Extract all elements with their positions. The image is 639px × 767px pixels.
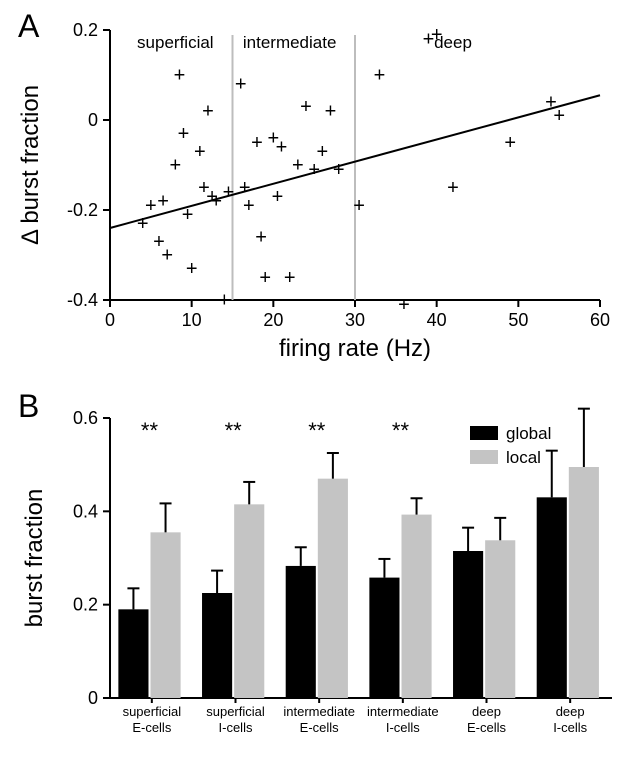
scatter-point: + [182,204,194,226]
bar-local [569,467,599,698]
scatter-point: + [194,141,206,163]
svg-text:0.4: 0.4 [73,501,98,521]
scatter-point: + [333,159,345,181]
scatter-point: + [447,177,459,199]
category-label: I-cells [386,720,420,735]
significance-marker: ** [392,418,410,443]
scatter-point: + [145,195,157,217]
bar-local [150,532,180,698]
category-label: superficial [123,704,182,719]
panel-b-bar: 00.20.40.6burst fraction**superficialE-c… [0,388,639,767]
scatter-point: + [235,73,247,95]
scatter-point: + [300,96,312,118]
scatter-point: + [353,195,365,217]
bar-global [118,609,148,698]
scatter-point: + [210,190,222,212]
bar-global [537,497,567,698]
region-label: intermediate [243,33,337,52]
svg-text:20: 20 [263,310,283,330]
category-label: I-cells [553,720,587,735]
bar-local [318,479,348,698]
figure-container: A 0102030405060-0.4-0.200.2superficialin… [0,0,639,767]
scatter-point: + [553,105,565,127]
scatter-point: + [431,24,443,46]
scatter-point: + [374,64,386,86]
category-label: deep [556,704,585,719]
svg-text:60: 60 [590,310,610,330]
svg-text:0: 0 [88,688,98,708]
scatter-point: + [325,100,337,122]
category-label: E-cells [132,720,172,735]
svg-text:0.2: 0.2 [73,595,98,615]
scatter-point: + [292,154,304,176]
scatter-point: + [251,132,263,154]
scatter-point: + [223,181,235,203]
bar-global [286,566,316,698]
legend-swatch [470,450,498,464]
scatter-point: + [504,132,516,154]
scatter-point: + [398,294,410,316]
bar-global [202,593,232,698]
x-axis-title: firing rate (Hz) [279,335,431,362]
svg-text:50: 50 [508,310,528,330]
bar-local [401,515,431,698]
significance-marker: ** [141,418,159,443]
category-label: deep [472,704,501,719]
scatter-point: + [259,267,271,289]
scatter-point: + [243,195,255,217]
bar-local [234,504,264,698]
legend-label: local [506,448,541,467]
scatter-point: + [218,289,230,311]
svg-text:0: 0 [88,110,98,130]
scatter-point: + [284,267,296,289]
category-label: superficial [206,704,265,719]
y-axis-title: burst fraction [21,489,48,628]
panel-a-scatter: 0 10 20 30 40 50 60 -0.4 -0.2 0 0.2 superficial inte… [0,0,639,368]
scatter-point: + [157,190,169,212]
legend-label: global [506,424,551,443]
bar-local [485,540,515,698]
scatter-point: + [178,123,190,145]
legend-swatch [470,426,498,440]
significance-marker: ** [225,418,243,443]
scatter-point: + [174,64,186,86]
svg-text:30: 30 [345,310,365,330]
svg-text:10: 10 [182,310,202,330]
scatter-point: + [186,258,198,280]
svg-text:40: 40 [427,310,447,330]
svg-text:-0.4: -0.4 [67,290,98,310]
scatter-point: + [272,186,284,208]
scatter-point: + [276,136,288,158]
category-label: I-cells [219,720,253,735]
y-axis-title: Δ burst fraction [17,85,44,245]
scatter-point: + [316,141,328,163]
svg-text:-0.2: -0.2 [67,200,98,220]
scatter-point: + [161,244,173,266]
scatter-point: + [169,154,181,176]
significance-marker: ** [308,418,326,443]
bar-global [369,578,399,698]
bar-global [453,551,483,698]
svg-text:0.6: 0.6 [73,408,98,428]
category-label: intermediate [283,704,355,719]
scatter-point: + [202,100,214,122]
category-label: E-cells [467,720,507,735]
scatter-point: + [255,226,267,248]
svg-text:0.2: 0.2 [73,20,98,40]
region-label: superficial [137,33,214,52]
category-label: E-cells [300,720,340,735]
category-label: intermediate [367,704,439,719]
svg-text:0: 0 [105,310,115,330]
